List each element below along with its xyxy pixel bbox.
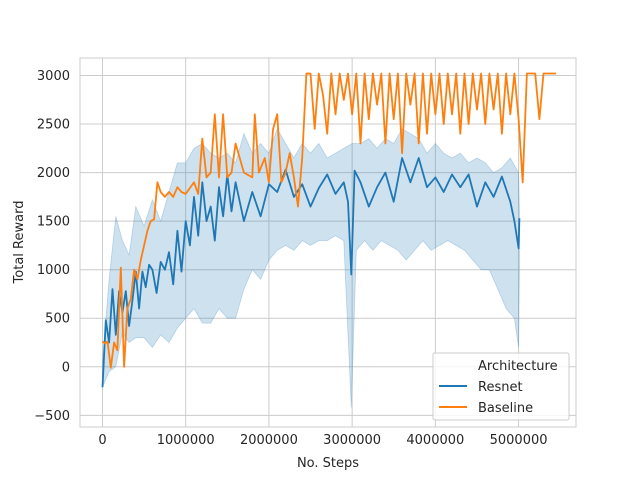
x-tick-labels: 0 1000000 2000000 3000000 4000000 5000000 xyxy=(98,433,547,448)
confidence-band-resnet xyxy=(102,127,520,408)
y-tick-label: 2000 xyxy=(37,166,70,181)
y-tick-label: −500 xyxy=(34,409,70,424)
legend-title: Architecture xyxy=(478,359,558,374)
y-tick-label: 3000 xyxy=(37,69,70,84)
y-tick-label: 1000 xyxy=(37,263,70,278)
y-tick-label: 0 xyxy=(62,360,70,375)
x-tick-label: 2000000 xyxy=(240,433,298,448)
y-tick-labels: −500 0 500 1000 1500 2000 2500 3000 xyxy=(34,69,70,424)
series-line-baseline xyxy=(101,72,556,369)
legend-label-resnet: Resnet xyxy=(478,380,523,395)
y-tick-label: 500 xyxy=(45,312,70,327)
legend-box xyxy=(432,352,570,421)
x-tick-label: 5000000 xyxy=(490,433,548,448)
series-line-layer xyxy=(101,72,556,388)
y-tick-label: 2500 xyxy=(37,118,70,133)
x-tick-label: 4000000 xyxy=(406,433,464,448)
grid xyxy=(80,58,576,427)
x-axis-label: No. Steps xyxy=(297,456,359,471)
y-tick-label: 1500 xyxy=(37,215,70,230)
y-axis-label: Total Reward xyxy=(12,201,27,285)
x-tick-label: 3000000 xyxy=(323,433,381,448)
plot-frame xyxy=(79,57,577,428)
confidence-band-layer xyxy=(102,127,520,408)
legend-label-baseline: Baseline xyxy=(478,401,533,416)
x-tick-label: 0 xyxy=(98,433,106,448)
x-tick-label: 1000000 xyxy=(157,433,215,448)
series-line-resnet xyxy=(101,157,521,388)
legend: Architecture Resnet Baseline xyxy=(432,352,570,421)
